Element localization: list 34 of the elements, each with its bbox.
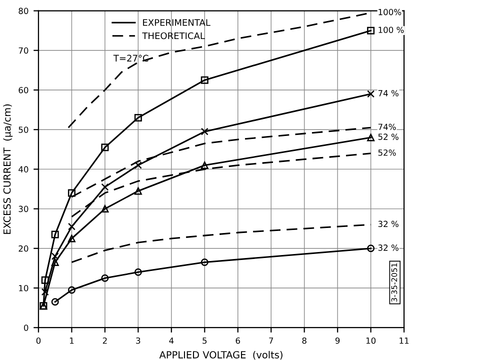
series-label: 100 % xyxy=(378,26,404,34)
x-tick-label: 8 xyxy=(302,337,306,344)
series-label: 52% xyxy=(378,149,396,156)
x-axis-title: APPLIED VOLTAGE (volts) xyxy=(159,350,282,360)
y-tick-label: 0 xyxy=(24,324,28,331)
series-label: 74% xyxy=(378,124,396,130)
series-label: 32 % xyxy=(378,244,398,251)
y-tick-label: 60 xyxy=(18,86,28,94)
annotation: THEORETICAL xyxy=(142,32,205,40)
x-tick-label: 6 xyxy=(236,337,240,344)
y-tick-label: 80 xyxy=(18,8,28,14)
x-tick-label: 2 xyxy=(102,337,107,344)
x-tick-label: 5 xyxy=(202,338,207,344)
x-tick-label: 11 xyxy=(400,338,409,344)
y-tick-label: 10 xyxy=(19,284,28,292)
series-label: 100% xyxy=(378,8,402,16)
x-tick-label: 9 xyxy=(335,337,340,344)
y-axis-title: EXCESS CURRENT (μa/cm) xyxy=(3,104,13,234)
annotation: EXPERIMENTAL xyxy=(143,19,210,26)
y-tick-label: 40 xyxy=(18,166,28,172)
series-label: 32 % xyxy=(378,220,398,228)
y-tick-label: 70 xyxy=(18,47,28,54)
series-label: 74 % xyxy=(378,90,398,96)
x-tick-label: 1 xyxy=(70,338,74,344)
series-label: 52 % xyxy=(378,134,398,140)
x-tick-label: 10 xyxy=(366,337,376,344)
y-tick-label: 20 xyxy=(18,245,28,252)
annotation: T=27°C xyxy=(113,54,148,62)
y-tick-label: 30 xyxy=(18,206,28,212)
x-tick-label: 0 xyxy=(36,337,41,344)
x-tick-label: 4 xyxy=(169,338,174,344)
y-tick-label: 50 xyxy=(18,126,28,133)
x-tick-label: 7 xyxy=(269,338,274,344)
x-tick-label: 3 xyxy=(136,337,140,344)
